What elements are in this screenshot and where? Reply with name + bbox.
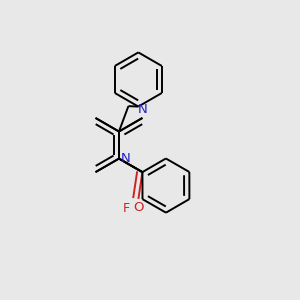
Text: F: F <box>122 202 130 215</box>
Text: N: N <box>120 152 130 165</box>
Text: O: O <box>133 201 144 214</box>
Text: N: N <box>137 103 147 116</box>
